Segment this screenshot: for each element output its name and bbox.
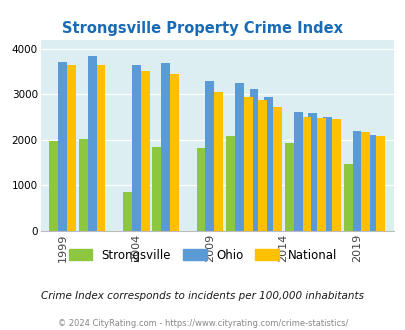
- Bar: [331, 119, 340, 231]
- Bar: [322, 116, 331, 231]
- Bar: [87, 56, 96, 231]
- Bar: [284, 143, 293, 231]
- Bar: [132, 65, 141, 231]
- Bar: [79, 139, 87, 231]
- Bar: [313, 142, 322, 231]
- Text: Strongsville Property Crime Index: Strongsville Property Crime Index: [62, 21, 343, 36]
- Bar: [49, 141, 58, 231]
- Bar: [58, 62, 67, 231]
- Bar: [367, 135, 375, 231]
- Bar: [302, 116, 311, 231]
- Bar: [170, 74, 179, 231]
- Bar: [161, 63, 170, 231]
- Bar: [375, 136, 384, 231]
- Bar: [240, 148, 249, 231]
- Bar: [226, 136, 234, 231]
- Bar: [205, 81, 214, 231]
- Bar: [141, 71, 149, 231]
- Bar: [360, 132, 369, 231]
- Bar: [67, 65, 76, 231]
- Bar: [299, 139, 308, 231]
- Bar: [214, 92, 223, 231]
- Bar: [343, 164, 352, 231]
- Bar: [196, 148, 205, 231]
- Bar: [308, 113, 316, 231]
- Bar: [273, 107, 281, 231]
- Bar: [352, 131, 360, 231]
- Bar: [293, 112, 302, 231]
- Bar: [258, 100, 266, 231]
- Bar: [243, 97, 252, 231]
- Bar: [234, 83, 243, 231]
- Legend: Strongsville, Ohio, National: Strongsville, Ohio, National: [64, 244, 341, 266]
- Bar: [96, 65, 105, 231]
- Bar: [358, 170, 367, 231]
- Bar: [123, 192, 132, 231]
- Bar: [264, 97, 273, 231]
- Bar: [255, 154, 264, 231]
- Text: Crime Index corresponds to incidents per 100,000 inhabitants: Crime Index corresponds to incidents per…: [41, 291, 364, 301]
- Bar: [249, 89, 258, 231]
- Bar: [317, 118, 325, 231]
- Text: © 2024 CityRating.com - https://www.cityrating.com/crime-statistics/: © 2024 CityRating.com - https://www.city…: [58, 319, 347, 328]
- Bar: [152, 147, 161, 231]
